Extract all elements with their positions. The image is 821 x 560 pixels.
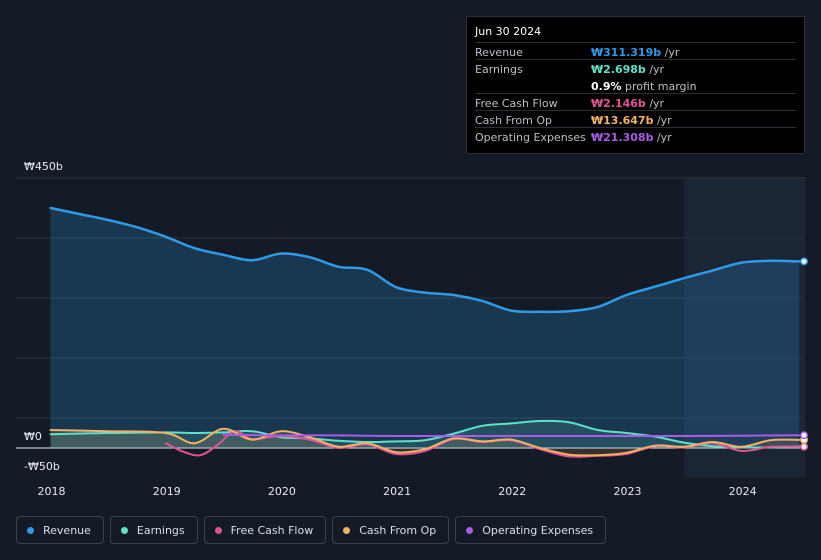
legend-label: Cash From Op <box>359 523 437 537</box>
y-axis-top-label: ₩450b <box>24 160 63 173</box>
legend-item-revenue[interactable]: Revenue <box>16 516 104 544</box>
earnings-line <box>49 419 801 449</box>
operating-expenses-line <box>222 433 801 438</box>
tooltip-row-revenue: Revenue ₩311.319b /yr <box>475 42 796 60</box>
tooltip-value-number: ₩2.698b <box>591 63 646 76</box>
tooltip-row-earnings: Earnings ₩2.698b /yr <box>475 59 796 77</box>
legend-label: Operating Expenses <box>482 523 594 537</box>
profit-margin-value: 0.9% <box>591 80 622 93</box>
tooltip-value-number: ₩21.308b <box>591 131 654 144</box>
x-tick-label: 2019 <box>152 485 181 498</box>
y-axis-bottom-label: -₩50b <box>24 460 60 473</box>
earnings-area <box>50 420 800 448</box>
legend-item-earnings[interactable]: Earnings <box>109 516 198 544</box>
free-cash-flow-end-marker <box>800 442 808 451</box>
highlight-band <box>684 178 805 478</box>
legend-item-free-cash-flow[interactable]: Free Cash Flow <box>203 516 327 544</box>
x-tick-label: 2021 <box>383 485 412 498</box>
tooltip-value-number: ₩13.647b <box>591 114 654 127</box>
legend-dot-icon <box>466 526 474 534</box>
tooltip-value: ₩21.308b /yr <box>591 131 672 144</box>
revenue-line <box>49 206 801 314</box>
legend-label: Free Cash Flow <box>230 523 314 537</box>
x-tick-label: 2022 <box>498 485 527 498</box>
y-axis-zero-label: ₩0 <box>24 430 42 443</box>
tooltip-value-number: ₩311.319b <box>591 46 662 59</box>
legend-label: Revenue <box>43 523 91 537</box>
x-tick-label: 2023 <box>613 485 642 498</box>
tooltip-unit: /yr <box>656 114 672 127</box>
tooltip-unit: /yr <box>649 97 665 110</box>
tooltip-label: Free Cash Flow <box>475 97 558 110</box>
tooltip-panel: Jun 30 2024 Revenue ₩311.319b /yr Earnin… <box>466 16 805 154</box>
tooltip-value: ₩2.698b /yr <box>591 63 664 76</box>
tooltip-row-operating-expenses: Operating Expenses ₩21.308b /yr <box>475 127 796 145</box>
legend-item-cash-from-op[interactable]: Cash From Op <box>332 516 450 544</box>
legend-label: Earnings <box>136 523 185 537</box>
tooltip-row-free-cash-flow: Free Cash Flow ₩2.146b /yr <box>475 93 796 111</box>
tooltip-label: Revenue <box>475 46 523 59</box>
chart-legend: Revenue Earnings Free Cash Flow Cash Fro… <box>16 516 607 546</box>
tooltip-label: Operating Expenses <box>475 131 586 144</box>
legend-dot-icon <box>27 526 34 534</box>
plot-background <box>16 178 805 478</box>
tooltip-row-cash-from-op: Cash From Op ₩13.647b /yr <box>475 110 796 128</box>
tooltip-value: ₩311.319b /yr <box>591 46 679 59</box>
tooltip-profit-margin: 0.9% profit margin <box>475 77 796 94</box>
tooltip-value: ₩2.146b /yr <box>591 97 664 110</box>
legend-item-operating-expenses[interactable]: Operating Expenses <box>455 516 607 544</box>
operating-expenses-end-marker <box>800 431 808 440</box>
legend-dot-icon <box>214 526 222 534</box>
tooltip-unit: /yr <box>649 63 665 76</box>
revenue-end-marker <box>800 257 808 266</box>
legend-dot-icon <box>120 526 128 534</box>
tooltip-label: Earnings <box>475 63 523 76</box>
tooltip-unit: /yr <box>656 131 672 144</box>
legend-dot-icon <box>343 526 351 534</box>
tooltip-value: ₩13.647b /yr <box>591 114 672 127</box>
tooltip-value-number: ₩2.146b <box>591 97 646 110</box>
tooltip-value: 0.9% profit margin <box>591 80 697 93</box>
tooltip-unit: /yr <box>664 46 680 59</box>
x-tick-label: 2024 <box>728 485 757 498</box>
x-tick-label: 2020 <box>267 485 296 498</box>
profit-margin-label: profit margin <box>625 80 697 93</box>
tooltip-date: Jun 30 2024 <box>475 25 542 38</box>
tooltip-label: Cash From Op <box>475 114 553 127</box>
cash-from-op-line <box>49 427 801 457</box>
revenue-area <box>50 208 800 448</box>
chart-plot <box>16 177 808 478</box>
x-tick-label: 2018 <box>37 485 66 498</box>
